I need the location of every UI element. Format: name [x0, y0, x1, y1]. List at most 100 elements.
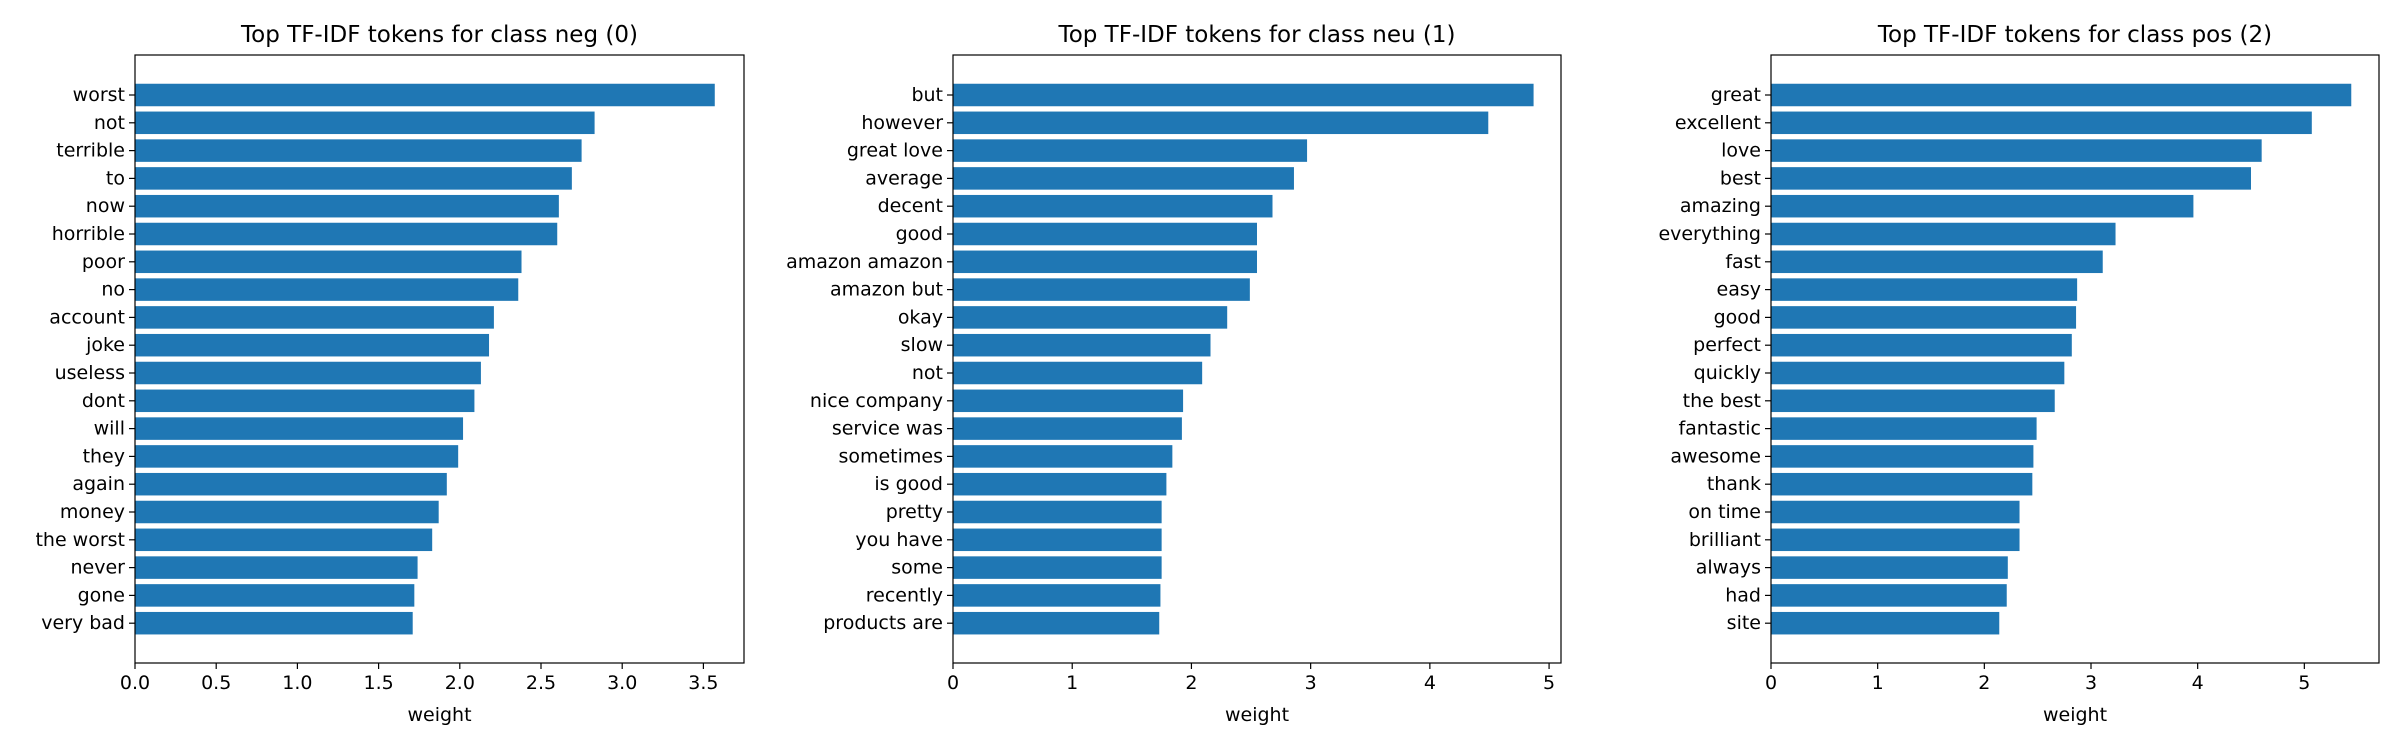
bar: [135, 250, 522, 274]
y-tick-label: you have: [855, 529, 943, 551]
bar: [1771, 111, 2312, 135]
bar: [1771, 584, 2007, 607]
bar: [953, 167, 1294, 190]
x-tick-label: 0: [1765, 672, 1777, 694]
chart-title: Top TF-IDF tokens for class neu (1): [1058, 22, 1456, 48]
y-tick-label: everything: [1658, 223, 1761, 245]
x-tick-label: 2.0: [445, 672, 475, 694]
x-tick-label: 5: [2298, 672, 2310, 694]
bar: [135, 584, 415, 607]
y-tick-label: excellent: [1675, 112, 1761, 134]
x-tick-label: 0.0: [120, 672, 150, 694]
bar: [953, 194, 1273, 218]
y-tick-label: dont: [82, 390, 125, 412]
bar: [953, 333, 1211, 357]
x-tick-label: 3.0: [607, 672, 637, 694]
x-tick-label: 2.5: [526, 672, 556, 694]
x-tick-label: 1: [1872, 672, 1884, 694]
bar: [1771, 528, 2020, 552]
y-tick-label: on time: [1688, 501, 1761, 523]
y-tick-label: useless: [55, 362, 125, 384]
y-tick-label: but: [911, 84, 943, 106]
bar: [953, 250, 1257, 274]
bar: [135, 83, 715, 107]
y-tick-label: quickly: [1694, 362, 1761, 384]
bar: [953, 139, 1308, 162]
y-tick-label: always: [1696, 557, 1761, 579]
bar: [953, 611, 1160, 635]
bar: [1771, 445, 2034, 468]
bar: [135, 333, 490, 357]
bar: [135, 167, 572, 190]
y-tick-label: the worst: [35, 529, 125, 551]
bar: [135, 472, 447, 496]
y-tick-label: horrible: [52, 223, 125, 245]
y-tick-label: perfect: [1693, 334, 1761, 356]
y-tick-label: site: [1727, 612, 1761, 634]
bar: [135, 556, 418, 579]
y-tick-label: amazing: [1680, 195, 1761, 217]
y-tick-label: okay: [898, 306, 943, 328]
y-tick-label: good: [1714, 306, 1761, 328]
y-tick-label: no: [101, 279, 125, 301]
axes-frame: [1770, 54, 2380, 664]
bar: [953, 528, 1162, 552]
bar: [1771, 611, 2000, 635]
x-tick-label: 1: [1066, 672, 1078, 694]
y-tick-label: brilliant: [1689, 529, 1761, 551]
x-tick-label: 1.0: [282, 672, 312, 694]
y-tick-label: money: [60, 501, 125, 523]
y-tick-label: the best: [1683, 390, 1761, 412]
y-tick-label: easy: [1717, 279, 1761, 301]
bar: [1771, 278, 2078, 301]
y-tick-label: great love: [847, 140, 943, 162]
x-axis-label: weight: [407, 704, 471, 726]
y-tick-label: they: [83, 445, 125, 467]
y-tick-label: amazon amazon: [786, 251, 943, 273]
bar: [1771, 333, 2072, 357]
bar: [1771, 250, 2103, 274]
bar: [1771, 222, 2116, 246]
y-tick-label: is good: [874, 473, 943, 495]
x-axis-label: weight: [2043, 704, 2107, 726]
bar: [135, 278, 519, 301]
bar: [135, 445, 459, 468]
x-axis-label: weight: [1225, 704, 1289, 726]
x-tick-label: 3.5: [688, 672, 718, 694]
bar: [1771, 167, 2251, 190]
y-tick-label: products are: [823, 612, 943, 634]
bar: [953, 361, 1203, 385]
y-tick-label: worst: [73, 84, 125, 106]
bar: [1771, 389, 2055, 413]
chart-panel-0: Top TF-IDF tokens for class neg (0) worst…: [35, 22, 745, 726]
bar: [953, 584, 1161, 607]
axes-frame: [134, 54, 745, 664]
x-tick-label: 1.5: [363, 672, 393, 694]
x-tick-label: 3: [1305, 672, 1317, 694]
y-tick-label: thank: [1707, 473, 1761, 495]
x-tick-label: 2: [1185, 672, 1197, 694]
x-tick-label: 4: [2192, 672, 2204, 694]
x-tick-label: 2: [1978, 672, 1990, 694]
y-tick-label: joke: [85, 334, 125, 356]
bar: [953, 500, 1162, 524]
y-tick-label: best: [1720, 167, 1761, 189]
chart-title: Top TF-IDF tokens for class pos (2): [1877, 22, 2272, 48]
y-tick-label: account: [49, 306, 125, 328]
x-tick-label: 4: [1424, 672, 1436, 694]
y-tick-label: had: [1725, 584, 1761, 606]
y-tick-label: slow: [901, 334, 943, 356]
y-tick-label: sometimes: [838, 445, 943, 467]
bar: [135, 139, 582, 162]
bar: [953, 472, 1167, 496]
x-tick-label: 5: [1543, 672, 1555, 694]
bar: [1771, 83, 2352, 107]
y-tick-label: however: [861, 112, 943, 134]
y-tick-label: pretty: [886, 501, 943, 523]
y-tick-label: some: [891, 557, 943, 579]
bar: [953, 389, 1184, 413]
y-tick-label: service was: [832, 418, 943, 440]
y-tick-label: never: [71, 557, 126, 579]
bar: [953, 83, 1534, 107]
